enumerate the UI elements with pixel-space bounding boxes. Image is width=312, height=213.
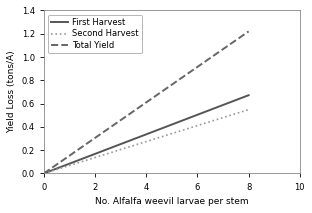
Line: Second Harvest: Second Harvest <box>44 110 249 173</box>
Legend: First Harvest, Second Harvest, Total Yield: First Harvest, Second Harvest, Total Yie… <box>48 15 142 53</box>
First Harvest <box>247 94 251 96</box>
X-axis label: No. Alfalfa weevil larvae per stem: No. Alfalfa weevil larvae per stem <box>95 197 249 206</box>
First Harvest <box>42 172 46 175</box>
Y-axis label: Yield Loss (tons/A): Yield Loss (tons/A) <box>7 51 16 133</box>
Line: First Harvest: First Harvest <box>44 95 249 173</box>
Second Harvest <box>247 108 251 111</box>
Second Harvest <box>42 172 46 175</box>
